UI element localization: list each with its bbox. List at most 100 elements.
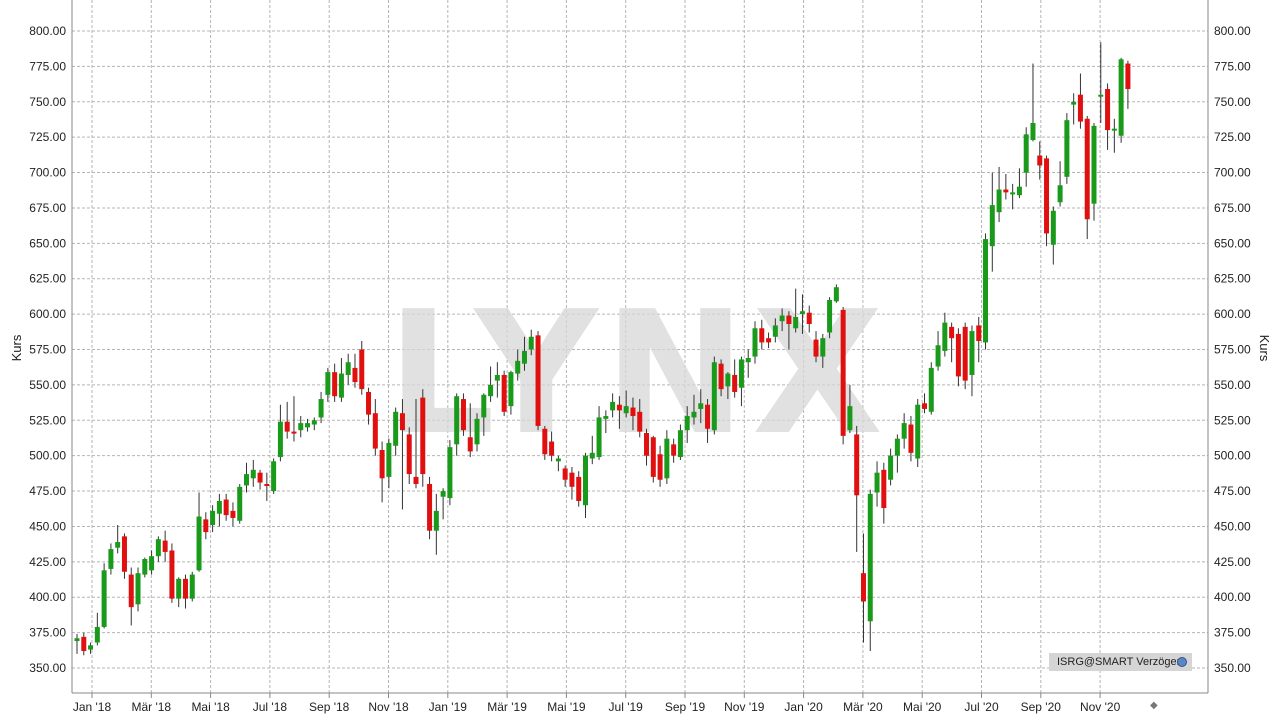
candle-body [969, 331, 975, 375]
candle-up [305, 418, 311, 432]
candle-body [549, 441, 555, 456]
candle-up [115, 525, 121, 554]
candle-body [650, 437, 656, 477]
candle-up [216, 493, 222, 527]
candle-up [515, 349, 521, 381]
candle-body [874, 472, 880, 493]
scroll-right-arrow-icon[interactable]: ◆ [1150, 700, 1158, 711]
x-tick-label: Mai '18 [191, 700, 230, 714]
candle-body [955, 333, 961, 377]
candle-body [1037, 155, 1043, 166]
candle-down [203, 512, 209, 540]
candle-down [1125, 60, 1131, 109]
candle-up [494, 362, 500, 398]
y-tick-label-right: 600.00 [1214, 307, 1251, 321]
candle-body [244, 474, 249, 486]
candle-down [406, 427, 412, 484]
vertical-gridlines [91, 0, 1101, 693]
y-tick-label-right: 725.00 [1214, 130, 1251, 144]
candle-up [799, 294, 805, 334]
candle-body [562, 468, 568, 480]
candle-body [732, 374, 738, 392]
candle-up [386, 438, 392, 489]
candle-up [338, 357, 344, 402]
x-tick-label: Sep '20 [1021, 700, 1062, 714]
candle-body [1023, 134, 1029, 173]
candles-group [74, 42, 1131, 656]
candle-body [949, 326, 955, 339]
candle-body [277, 421, 283, 458]
candle-body [135, 573, 141, 605]
candle-up [772, 318, 778, 343]
candle-body [935, 345, 941, 367]
candle-up [664, 430, 670, 484]
y-tick-label-left: 575.00 [29, 343, 66, 357]
candle-up [488, 366, 494, 402]
candle-body [359, 349, 365, 390]
candle-up [847, 384, 853, 434]
candle-up [779, 308, 785, 332]
source-text: ISRG@SMART Verzögert [1057, 656, 1184, 668]
candle-down [413, 399, 419, 489]
x-tick-label: Jul '20 [964, 700, 999, 714]
candle-body [1071, 101, 1077, 105]
candle-body [74, 638, 80, 642]
candle-up [1030, 63, 1036, 142]
candle-up [894, 434, 900, 473]
candle-body [494, 374, 500, 381]
candle-down [1003, 173, 1009, 200]
candle-body [833, 287, 839, 302]
y-tick-label-left: 675.00 [29, 201, 66, 215]
candle-down [291, 396, 297, 442]
candle-down [257, 469, 263, 490]
candle-up [874, 461, 880, 507]
candle-body [860, 573, 866, 602]
candle-body [332, 372, 338, 397]
y-tick-label-right: 450.00 [1214, 519, 1251, 533]
x-tick-label: Nov '20 [1080, 700, 1121, 714]
candle-body [1057, 185, 1063, 203]
candle-up [155, 536, 161, 562]
candle-down [1077, 73, 1083, 129]
candle-down [359, 341, 365, 395]
candle-body [779, 315, 785, 322]
candle-body [325, 372, 331, 395]
candle-down [962, 322, 968, 390]
candle-up [935, 331, 941, 371]
candle-body [657, 454, 663, 480]
globe-icon[interactable] [1177, 657, 1187, 667]
candle-body [440, 491, 446, 497]
candle-up [88, 642, 94, 654]
candle-up [928, 362, 934, 415]
candle-up [698, 389, 704, 424]
candle-up [1071, 93, 1077, 125]
candle-body [962, 326, 968, 381]
y-tick-label-right: 375.00 [1214, 626, 1251, 640]
candle-body [644, 433, 650, 456]
candle-up [793, 288, 799, 333]
candle-body [881, 469, 887, 509]
y-tick-label-left: 775.00 [29, 59, 66, 73]
candle-up [867, 489, 873, 652]
candle-down [637, 399, 643, 438]
candle-up [474, 413, 480, 452]
candle-down [705, 399, 711, 443]
candle-up [210, 505, 216, 533]
y-axis-left-title: Kurs [9, 334, 24, 361]
candle-body [318, 399, 324, 418]
x-tick-label: Jul '18 [253, 700, 288, 714]
x-tick-label: Sep '18 [309, 700, 350, 714]
candle-body [596, 417, 602, 458]
candle-body [460, 399, 466, 431]
candle-body [528, 336, 534, 350]
x-tick-label: Mär '18 [131, 700, 171, 714]
candle-down [81, 632, 87, 656]
candle-body [338, 373, 344, 398]
candle-body [284, 421, 290, 432]
candle-up [610, 393, 616, 418]
candle-up [1118, 57, 1124, 143]
candle-up [901, 413, 907, 449]
candle-body [806, 312, 812, 325]
candle-up [623, 390, 629, 418]
